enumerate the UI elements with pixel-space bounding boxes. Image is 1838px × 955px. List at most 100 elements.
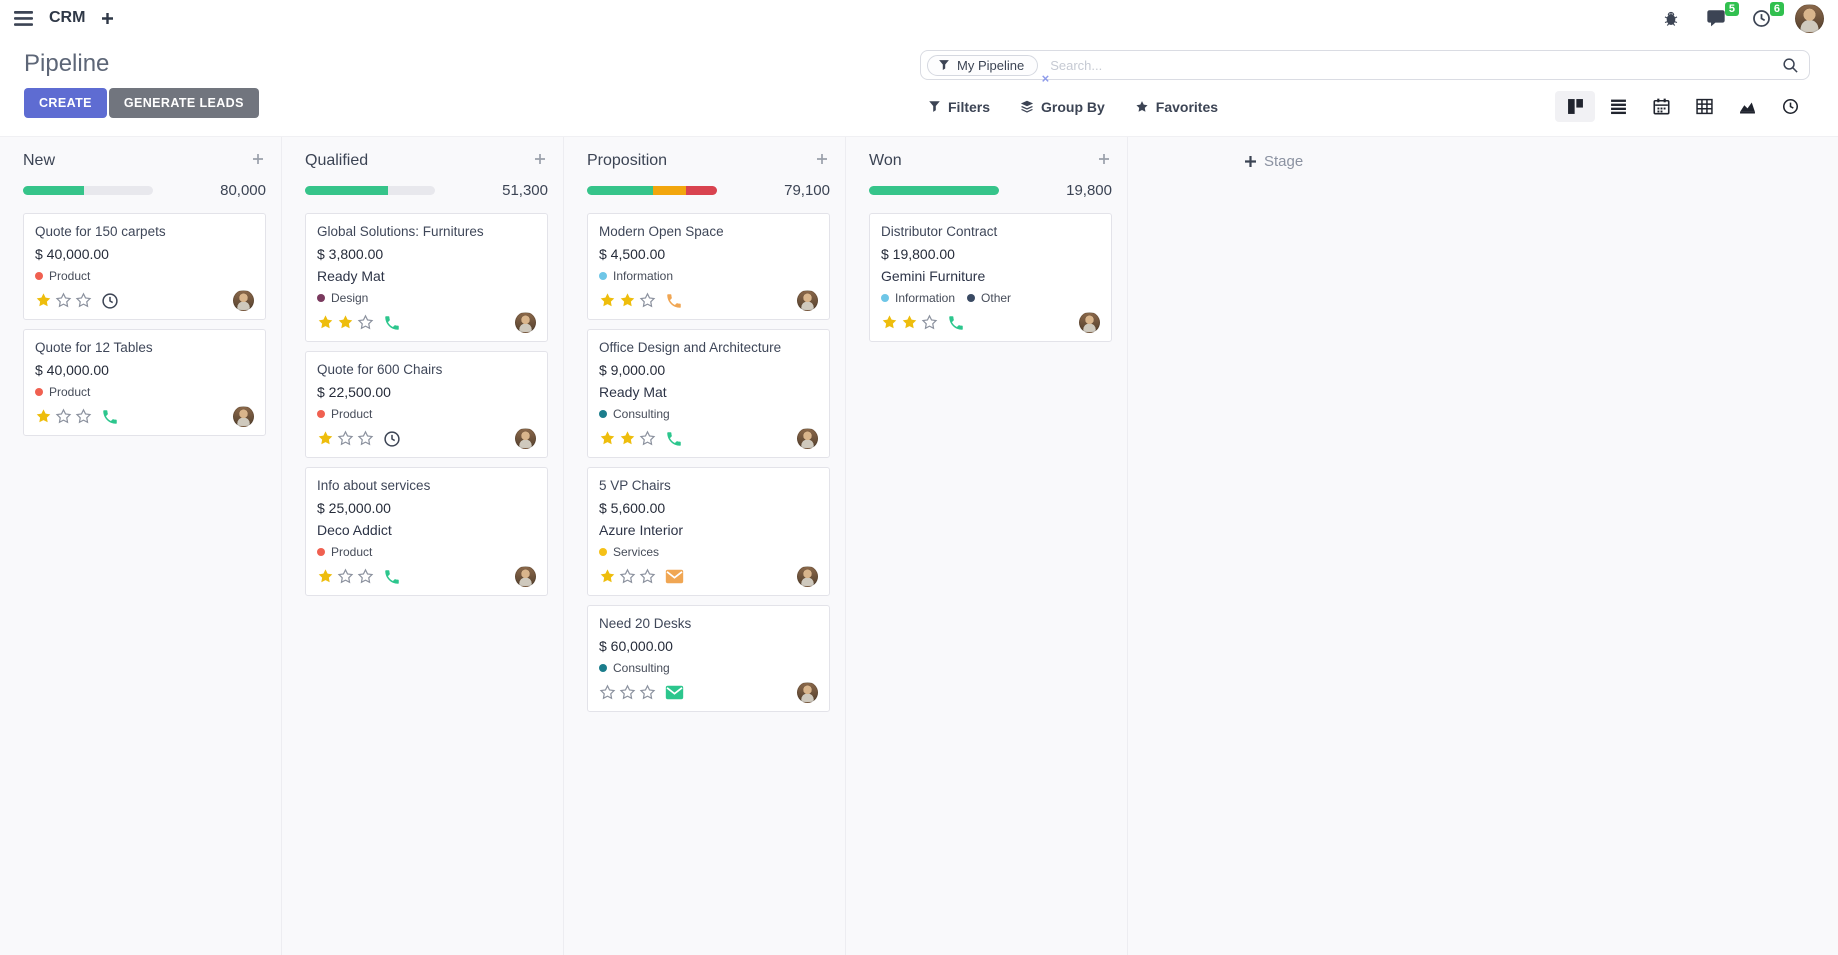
star-filled-icon[interactable] (317, 314, 334, 331)
star-empty-icon[interactable] (639, 292, 656, 309)
bug-icon[interactable] (1660, 7, 1682, 29)
quick-add-icon[interactable] (532, 151, 548, 170)
star-empty-icon[interactable] (619, 684, 636, 701)
stage-name[interactable]: Proposition (587, 151, 668, 169)
salesperson-avatar[interactable] (233, 290, 254, 311)
star-filled-icon[interactable] (317, 568, 334, 585)
view-calendar-button[interactable] (1641, 91, 1681, 122)
plus-icon[interactable] (99, 10, 116, 27)
salesperson-avatar[interactable] (797, 682, 818, 703)
priority-stars[interactable] (599, 568, 656, 585)
salesperson-avatar[interactable] (797, 428, 818, 449)
star-filled-icon[interactable] (599, 430, 616, 447)
star-empty-icon[interactable] (599, 684, 616, 701)
stage-progressbar[interactable] (587, 186, 717, 195)
opportunity-card[interactable]: 5 VP Chairs $ 5,600.00 Azure Interior Se… (587, 467, 830, 596)
star-empty-icon[interactable] (55, 408, 72, 425)
phone-activity-icon[interactable] (101, 408, 119, 426)
progress-segment[interactable] (587, 186, 654, 195)
opportunity-card[interactable]: Quote for 150 carpets $ 40,000.00 Produc… (23, 213, 266, 320)
view-activity-button[interactable] (1770, 91, 1810, 122)
mail-activity-icon[interactable] (665, 569, 684, 584)
phone-activity-icon[interactable] (383, 568, 401, 586)
star-filled-icon[interactable] (337, 314, 354, 331)
star-empty-icon[interactable] (357, 430, 374, 447)
opportunity-card[interactable]: Modern Open Space $ 4,500.00 Information (587, 213, 830, 320)
quick-add-icon[interactable] (1096, 151, 1112, 170)
star-empty-icon[interactable] (639, 684, 656, 701)
phone-activity-icon[interactable] (383, 314, 401, 332)
stage-progressbar[interactable] (305, 186, 435, 195)
salesperson-avatar[interactable] (515, 566, 536, 587)
search-input[interactable] (1050, 57, 1782, 73)
star-filled-icon[interactable] (619, 430, 636, 447)
opportunity-card[interactable]: Quote for 600 Chairs $ 22,500.00 Product (305, 351, 548, 458)
search-bar[interactable]: My Pipeline × (920, 50, 1810, 86)
view-list-button[interactable] (1598, 91, 1638, 122)
opportunity-card[interactable]: Global Solutions: Furnitures $ 3,800.00 … (305, 213, 548, 342)
opportunity-card[interactable]: Need 20 Desks $ 60,000.00 Consulting (587, 605, 830, 712)
opportunity-card[interactable]: Info about services $ 25,000.00 Deco Add… (305, 467, 548, 596)
progress-segment[interactable] (23, 186, 85, 195)
salesperson-avatar[interactable] (797, 290, 818, 311)
view-graph-button[interactable] (1727, 91, 1767, 122)
create-button[interactable]: CREATE (24, 88, 107, 118)
star-filled-icon[interactable] (881, 314, 898, 331)
star-empty-icon[interactable] (75, 292, 92, 309)
star-empty-icon[interactable] (337, 430, 354, 447)
facet-remove-icon[interactable]: × (1041, 70, 1050, 86)
progress-segment[interactable] (653, 186, 686, 195)
star-empty-icon[interactable] (639, 568, 656, 585)
menu-icon[interactable] (12, 9, 35, 28)
stage-name[interactable]: New (23, 151, 56, 169)
phone-activity-icon[interactable] (665, 292, 683, 310)
star-empty-icon[interactable] (337, 568, 354, 585)
quick-add-icon[interactable] (814, 151, 830, 170)
view-kanban-button[interactable] (1555, 91, 1595, 122)
star-filled-icon[interactable] (901, 314, 918, 331)
generate-leads-button[interactable]: GENERATE LEADS (108, 88, 259, 118)
progress-segment[interactable] (685, 186, 717, 195)
star-filled-icon[interactable] (35, 292, 52, 309)
group-by-button[interactable]: Group By (1020, 99, 1105, 115)
magnifier-icon[interactable] (1782, 57, 1799, 74)
star-empty-icon[interactable] (639, 430, 656, 447)
priority-stars[interactable] (599, 430, 656, 447)
progress-segment[interactable] (869, 186, 999, 195)
star-filled-icon[interactable] (317, 430, 334, 447)
mail-activity-icon[interactable] (665, 685, 684, 700)
stage-name[interactable]: Qualified (305, 151, 369, 169)
phone-activity-icon[interactable] (947, 314, 965, 332)
salesperson-avatar[interactable] (515, 428, 536, 449)
clock-activity-icon[interactable] (383, 430, 401, 448)
stage-progressbar[interactable] (869, 186, 999, 195)
priority-stars[interactable] (317, 430, 374, 447)
user-avatar[interactable] (1795, 3, 1824, 33)
star-filled-icon[interactable] (599, 292, 616, 309)
star-filled-icon[interactable] (35, 408, 52, 425)
quick-add-icon[interactable] (250, 151, 266, 170)
opportunity-card[interactable]: Office Design and Architecture $ 9,000.0… (587, 329, 830, 458)
opportunity-card[interactable]: Distributor Contract $ 19,800.00 Gemini … (869, 213, 1112, 342)
priority-stars[interactable] (599, 292, 656, 309)
priority-stars[interactable] (599, 684, 656, 701)
star-empty-icon[interactable] (921, 314, 938, 331)
stage-progressbar[interactable] (23, 186, 153, 195)
salesperson-avatar[interactable] (1079, 312, 1100, 333)
priority-stars[interactable] (35, 292, 92, 309)
activities-clock-icon[interactable] (1750, 7, 1773, 30)
clock-activity-icon[interactable] (101, 292, 119, 310)
app-name[interactable]: CRM (49, 9, 86, 26)
star-empty-icon[interactable] (357, 314, 374, 331)
opportunity-card[interactable]: Quote for 12 Tables $ 40,000.00 Product (23, 329, 266, 436)
priority-stars[interactable] (881, 314, 938, 331)
filters-button[interactable]: Filters (928, 99, 990, 115)
salesperson-avatar[interactable] (233, 406, 254, 427)
priority-stars[interactable] (317, 314, 374, 331)
search-facet[interactable]: My Pipeline × (927, 54, 1049, 86)
messages-icon[interactable] (1704, 7, 1728, 30)
phone-activity-icon[interactable] (665, 430, 683, 448)
add-stage-button[interactable]: Stage (1244, 137, 1303, 170)
star-empty-icon[interactable] (55, 292, 72, 309)
view-pivot-button[interactable] (1684, 91, 1724, 122)
